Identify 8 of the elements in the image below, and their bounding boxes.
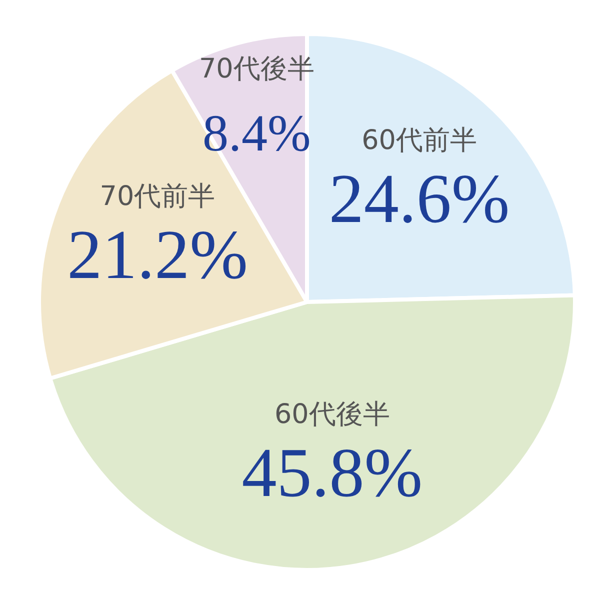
slice-label: 70代後半 — [198, 54, 314, 85]
slice-label: 70代前半 — [100, 180, 216, 212]
slice-label: 60代前半 — [362, 124, 477, 156]
data-label: 24.6% — [328, 160, 510, 238]
data-label: 45.8% — [242, 434, 423, 512]
data-label: 21.2% — [67, 216, 248, 294]
data-label: 8.4% — [202, 106, 311, 163]
slice-label: 60代後半 — [274, 398, 390, 430]
